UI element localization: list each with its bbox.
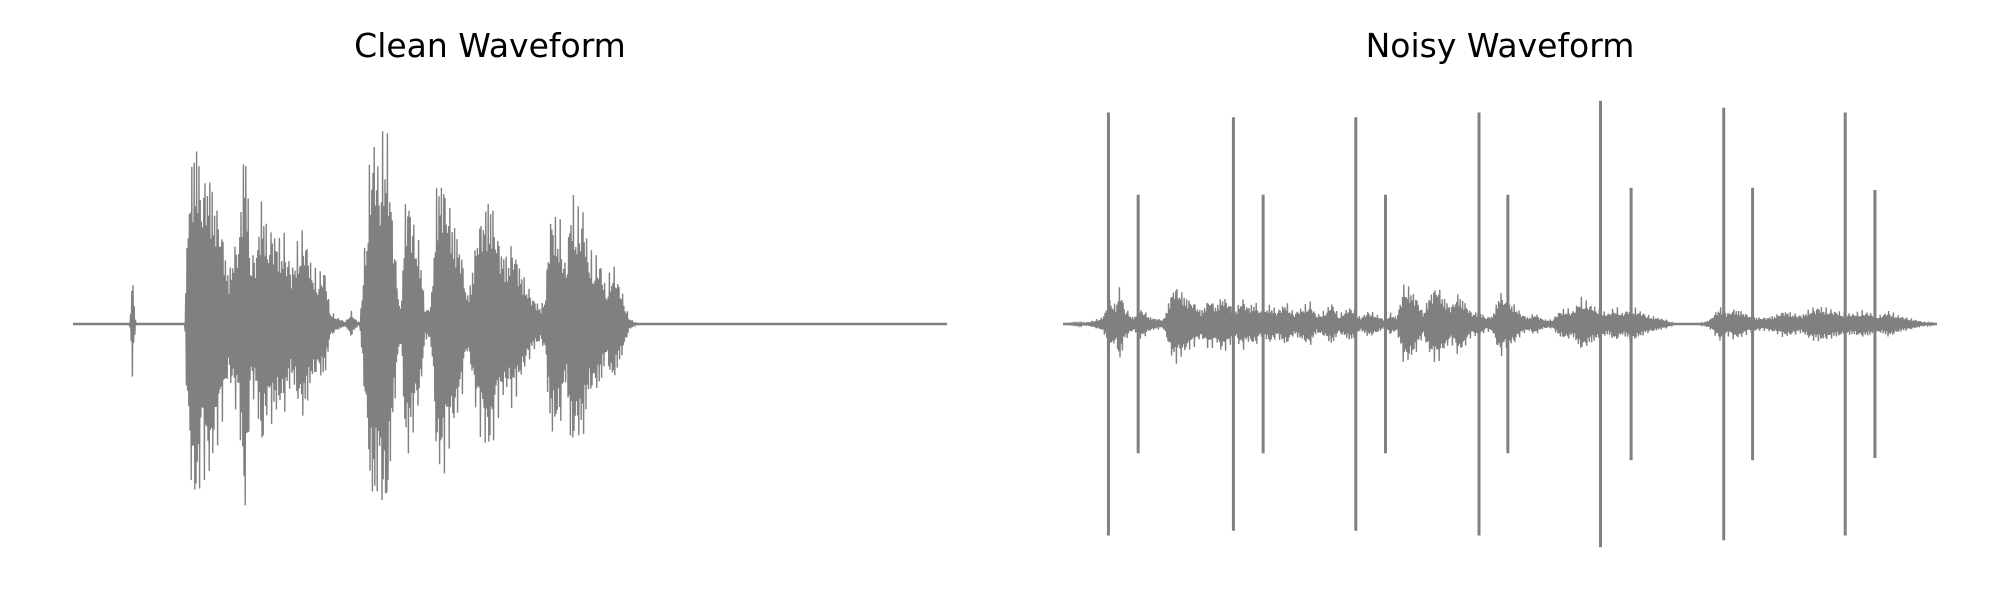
clean-waveform-panel: Clean Waveform <box>73 26 947 506</box>
noisy-waveform-panel: Noisy Waveform <box>1000 0 2000 600</box>
waveform-trace <box>73 131 947 506</box>
noisy-waveform-title: Noisy Waveform <box>1365 26 1635 65</box>
waveform-series <box>73 131 947 506</box>
clean-waveform-plot <box>73 131 947 506</box>
clean-waveform-title: Clean Waveform <box>354 26 626 65</box>
waveform-trace <box>1062 284 1937 364</box>
waveform-series <box>1062 100 1937 548</box>
noisy-waveform-plot <box>1062 100 1937 548</box>
